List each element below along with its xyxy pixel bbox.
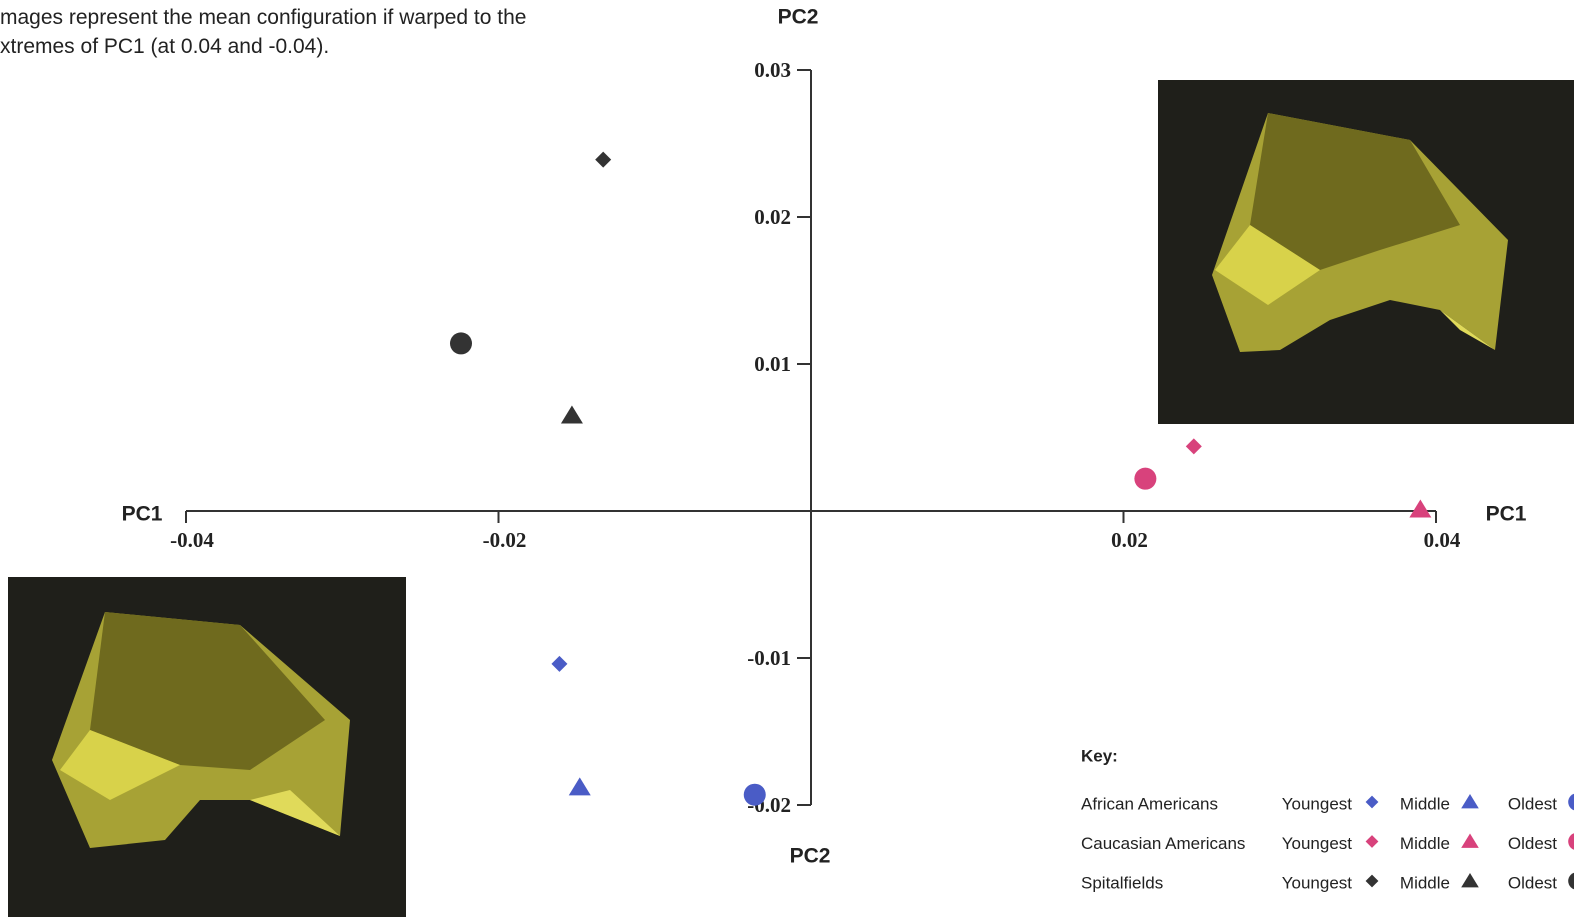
x-axis-label: PC1 — [122, 503, 163, 526]
point — [743, 783, 766, 806]
legend-entry: Youngest — [1282, 873, 1353, 892]
y-tick-label: 0.03 — [754, 58, 791, 82]
legend-entry: Middle — [1400, 873, 1450, 892]
x-tick-label: 0.02 — [1111, 528, 1148, 552]
point — [551, 655, 568, 672]
caption: mages represent the mean configuration i… — [0, 6, 526, 29]
legend-label: African Americans — [1081, 794, 1218, 813]
x-tick-label: -0.02 — [483, 528, 527, 552]
legend-marker — [1461, 873, 1479, 888]
y-tick-label: 0.02 — [754, 205, 791, 229]
legend-entry: Youngest — [1282, 834, 1353, 853]
point — [568, 777, 591, 796]
legend-marker — [1365, 795, 1379, 809]
legend-entry: Oldest — [1508, 873, 1557, 892]
point — [1185, 438, 1202, 455]
point — [1409, 499, 1432, 518]
legend-marker — [1461, 794, 1479, 809]
point — [1134, 467, 1157, 490]
y-tick-label: -0.01 — [747, 646, 791, 670]
legend-marker — [1568, 793, 1574, 811]
x-axis-label: PC1 — [1486, 503, 1527, 526]
legend-entry: Oldest — [1508, 794, 1557, 813]
legend-label: Spitalfields — [1081, 873, 1163, 892]
point — [595, 151, 612, 168]
y-axis-label: PC2 — [778, 6, 819, 29]
point — [450, 332, 472, 355]
warp-image-negative — [8, 577, 406, 917]
point — [560, 405, 583, 424]
legend-title: Key: — [1081, 746, 1118, 765]
legend-marker — [1568, 833, 1574, 850]
legend-marker — [1568, 872, 1574, 890]
caption: xtremes of PC1 (at 0.04 and -0.04). — [0, 35, 329, 58]
legend-entry: Middle — [1400, 834, 1450, 853]
x-tick-label: 0.04 — [1424, 528, 1461, 552]
legend-entry: Oldest — [1508, 834, 1557, 853]
legend-marker — [1461, 833, 1479, 848]
legend-entry: Youngest — [1282, 794, 1353, 813]
warp-image-positive — [1158, 80, 1574, 424]
legend-marker — [1365, 835, 1379, 848]
legend-entry: Middle — [1400, 794, 1450, 813]
y-tick-label: 0.01 — [754, 352, 791, 376]
x-tick-label: -0.04 — [170, 528, 214, 552]
legend-label: Caucasian Americans — [1081, 834, 1245, 853]
legend-marker — [1365, 874, 1379, 888]
y-axis-label: PC2 — [790, 845, 831, 868]
